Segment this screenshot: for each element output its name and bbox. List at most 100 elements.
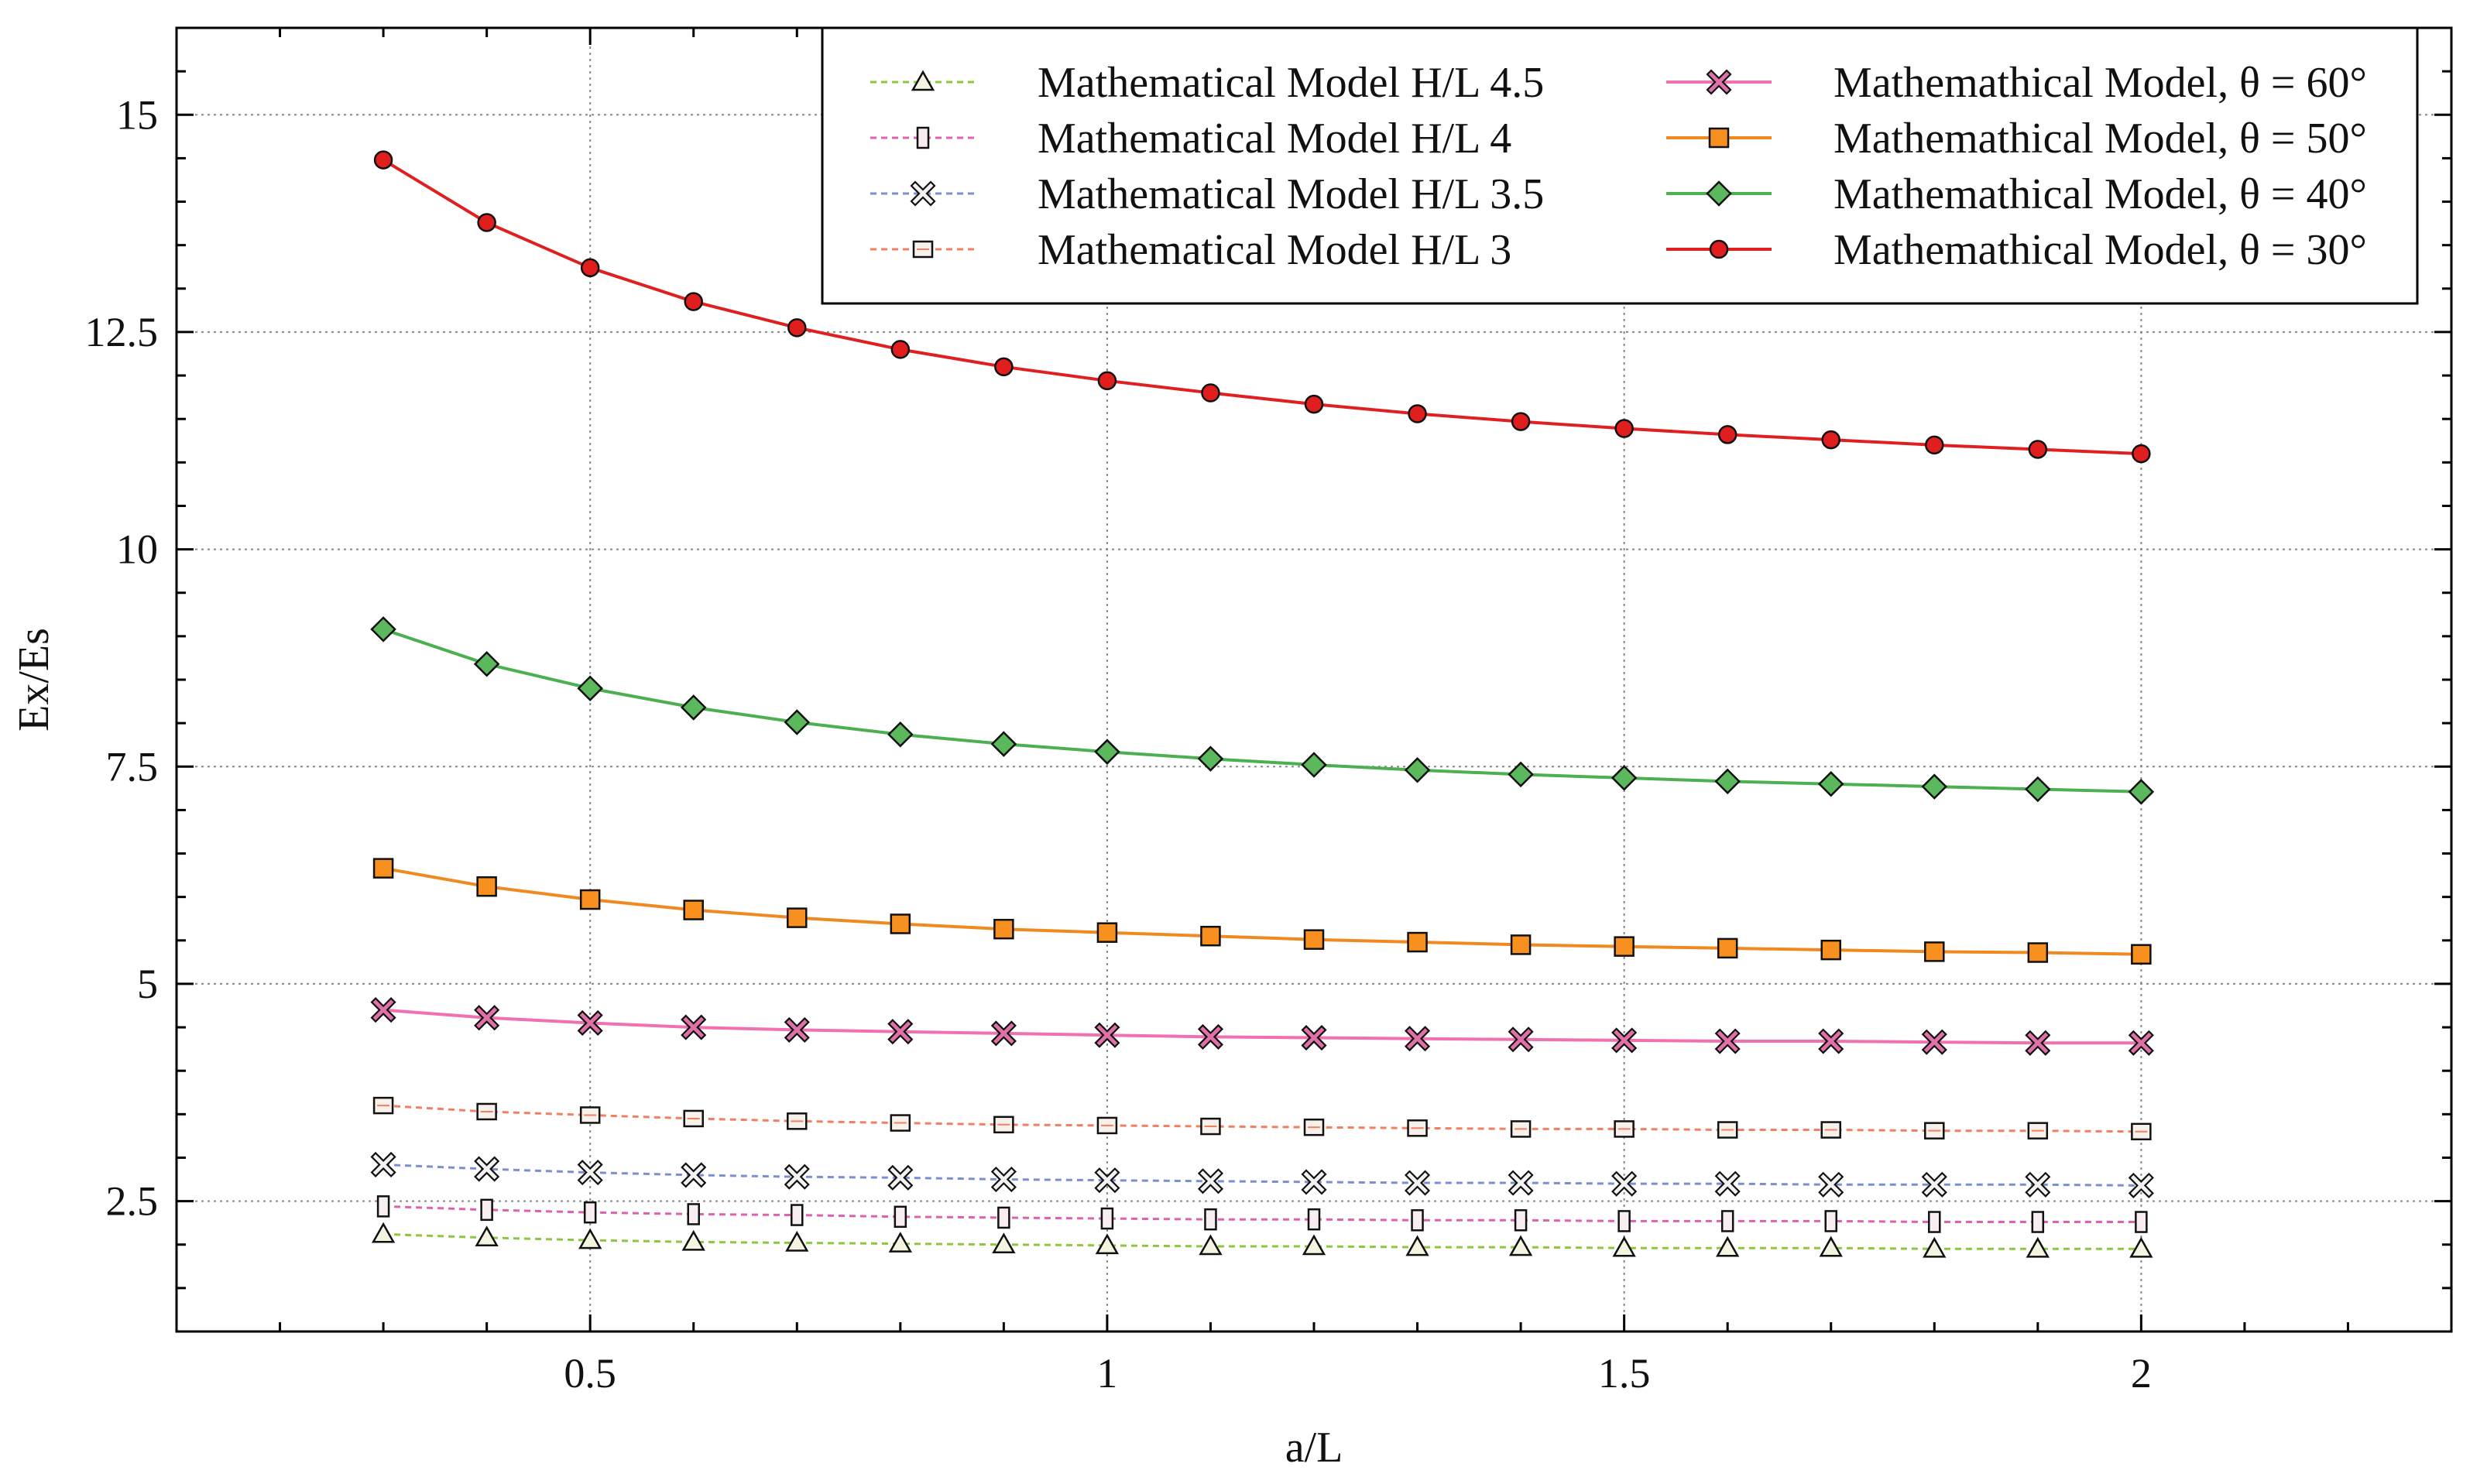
data-point xyxy=(1404,756,1431,783)
data-point xyxy=(1716,1236,1740,1257)
data-point xyxy=(1404,1170,1431,1196)
data-point xyxy=(687,1203,700,1225)
data-point xyxy=(684,292,703,311)
data-point xyxy=(2132,444,2151,464)
data-point xyxy=(1508,761,1534,788)
data-point xyxy=(1709,239,1729,259)
data-point xyxy=(2027,1122,2049,1140)
data-point xyxy=(1096,922,1118,943)
data-point xyxy=(1302,1234,1326,1256)
data-point xyxy=(1717,425,1737,444)
data-point xyxy=(372,858,394,879)
data-point xyxy=(1714,1170,1741,1197)
data-point xyxy=(683,900,704,920)
data-point xyxy=(1817,770,1844,797)
data-point xyxy=(787,907,808,928)
data-point xyxy=(887,721,914,748)
series-3 xyxy=(372,1096,2152,1141)
x-tick-label: 2 xyxy=(2131,1350,2152,1397)
data-point xyxy=(890,340,911,359)
data-point xyxy=(1720,1210,1734,1232)
series-6 xyxy=(370,616,2155,805)
series-line xyxy=(383,1205,2142,1223)
data-point xyxy=(1921,773,1948,800)
data-point xyxy=(2025,1171,2051,1198)
data-point xyxy=(916,126,930,149)
data-point xyxy=(1818,1171,1844,1198)
data-point xyxy=(1201,383,1220,403)
data-point xyxy=(2026,1236,2050,1258)
data-point xyxy=(1611,765,1638,791)
y-tick-label: 10 xyxy=(116,526,158,573)
data-point xyxy=(2128,1030,2154,1056)
data-point xyxy=(1197,1168,1224,1194)
data-point xyxy=(1708,127,1730,149)
legend-label: Mathemathical Model, θ = 60° xyxy=(1834,59,2367,107)
legend: Mathematical Model H/L 4.5 Mathematical M… xyxy=(821,26,2419,305)
x-axis-title: a/L xyxy=(1285,1424,1343,1472)
data-point xyxy=(1097,371,1117,391)
data-point xyxy=(1197,1023,1224,1050)
data-point xyxy=(787,318,807,338)
data-point xyxy=(1094,1022,1120,1048)
legend-label: Mathemathical Model, θ = 40° xyxy=(1834,170,2367,218)
legend-label: Mathematical Model H/L 3.5 xyxy=(1038,170,1544,218)
data-point xyxy=(577,1009,603,1037)
legend-item: Mathematical Model H/L 4 xyxy=(870,115,1511,163)
data-point xyxy=(474,1005,500,1031)
data-point xyxy=(1511,412,1531,431)
data-point xyxy=(2031,1211,2045,1233)
data-point xyxy=(1510,934,1532,955)
data-point xyxy=(990,1020,1017,1047)
data-point xyxy=(997,1206,1010,1229)
series-line xyxy=(382,158,2142,456)
data-point xyxy=(1303,1118,1325,1136)
y-tick-label: 7.5 xyxy=(106,743,159,790)
data-point xyxy=(1717,1121,1738,1139)
data-point xyxy=(890,913,911,934)
series-4 xyxy=(370,997,2154,1056)
series-0 xyxy=(371,1222,2153,1258)
data-point xyxy=(376,1195,390,1218)
y-tick-label: 12.5 xyxy=(85,309,159,355)
legend-box xyxy=(821,26,2419,305)
y-tick-label: 2.5 xyxy=(106,1178,159,1225)
series-2 xyxy=(370,1151,2154,1198)
data-point xyxy=(1612,1236,1636,1257)
data-point xyxy=(784,1164,810,1190)
data-point xyxy=(1611,1170,1638,1197)
data-point xyxy=(1095,1233,1120,1255)
data-point xyxy=(2135,1211,2148,1233)
data-point xyxy=(2028,440,2048,459)
series-layer xyxy=(370,150,2155,1258)
data-point xyxy=(577,675,603,701)
data-point xyxy=(994,357,1014,377)
data-point xyxy=(683,1109,704,1128)
series-7 xyxy=(373,150,2151,464)
data-point xyxy=(474,1156,500,1182)
data-point xyxy=(1824,1210,1837,1232)
data-point xyxy=(2027,942,2049,963)
data-point xyxy=(1614,419,1634,438)
data-point xyxy=(370,1151,396,1178)
data-point xyxy=(1508,1235,1533,1256)
data-point xyxy=(580,258,600,278)
series-5 xyxy=(372,858,2152,965)
legend-label: Mathematical Model H/L 4 xyxy=(1038,115,1511,163)
data-point xyxy=(1411,1209,1424,1232)
legend-label: Mathemathical Model, θ = 50° xyxy=(1834,115,2367,163)
data-point xyxy=(1818,1028,1844,1054)
data-point xyxy=(476,876,497,897)
data-point xyxy=(784,1016,810,1043)
data-point xyxy=(1100,1207,1114,1230)
data-point xyxy=(990,731,1017,757)
data-point xyxy=(577,1159,603,1186)
series-line xyxy=(382,628,2142,793)
y-axis-title: Ex/Es xyxy=(10,628,58,732)
series-line xyxy=(382,1008,2142,1045)
legend-item: Mathematical Model H/L 4.5 xyxy=(870,59,1544,107)
data-point xyxy=(912,240,934,259)
legend-item: Mathemathical Model, θ = 30° xyxy=(1666,226,2367,274)
data-point xyxy=(1921,1171,1947,1198)
